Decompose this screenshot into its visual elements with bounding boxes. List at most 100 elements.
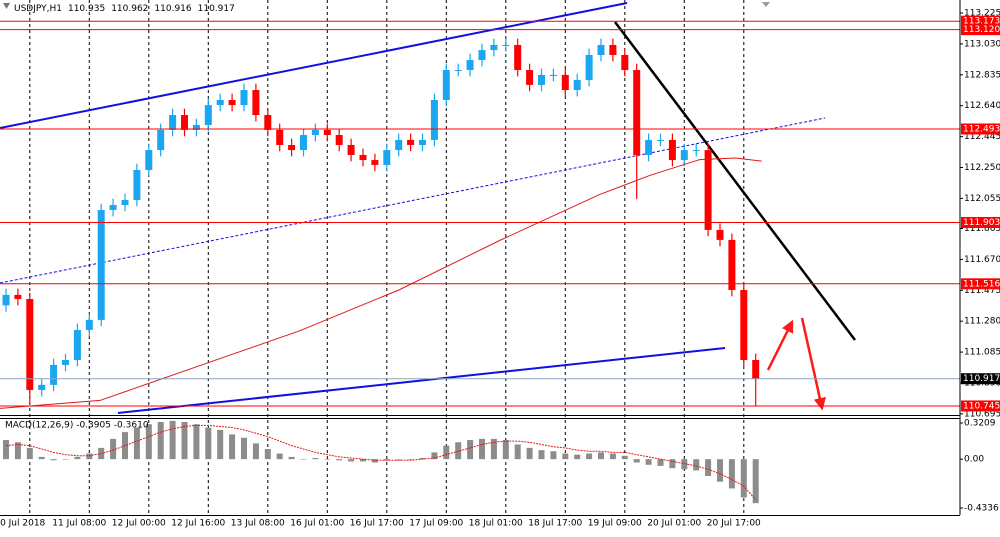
macd-bar xyxy=(360,459,366,462)
candle-body xyxy=(38,384,46,390)
candle-body xyxy=(300,135,307,151)
macd-bar xyxy=(336,459,343,461)
y-tick-label: 111.085 xyxy=(964,348,1000,358)
macd-bar xyxy=(467,440,474,460)
y-tick-label: 112.640 xyxy=(964,101,1000,111)
candle-body xyxy=(752,360,760,379)
macd-bar xyxy=(193,424,200,460)
macd-bar xyxy=(693,459,700,471)
macd-bar xyxy=(74,456,81,460)
y-tick-label: 111.475 xyxy=(964,286,1000,296)
candle-body xyxy=(657,139,664,141)
macd-bar xyxy=(740,459,747,498)
candle-body xyxy=(252,90,260,116)
arrow xyxy=(800,317,826,411)
y-tick-label: 112.250 xyxy=(964,163,1000,173)
macd-bar xyxy=(181,421,188,460)
y-tick-label: 112.445 xyxy=(964,132,1000,142)
candle-body xyxy=(276,129,284,145)
candle-body xyxy=(419,139,426,145)
macd-bar xyxy=(169,420,176,460)
x-tick-label: 19 Jul 09:00 xyxy=(588,519,642,529)
macd-bar xyxy=(50,459,57,461)
price-panel xyxy=(0,2,960,414)
price-level-label: 112.493 xyxy=(963,124,1000,134)
price-level-label: 110.745 xyxy=(963,401,1000,411)
current-price-tag xyxy=(961,373,1000,385)
candle-body xyxy=(549,74,557,76)
macd-bar xyxy=(550,451,557,460)
x-tick-label: 13 Jul 08:00 xyxy=(231,519,285,529)
macd-bar xyxy=(3,440,9,460)
candle-body xyxy=(538,74,545,85)
candle-body xyxy=(228,99,236,106)
macd-bar xyxy=(479,438,485,460)
macd-bar xyxy=(300,459,307,460)
y-tick-label: 112.055 xyxy=(964,194,1000,204)
price-level-tag xyxy=(961,15,1000,27)
candle-body xyxy=(454,70,462,72)
candle-body xyxy=(740,289,748,361)
y-tick-label: 112.835 xyxy=(964,70,1000,80)
candle-body xyxy=(383,150,391,165)
candle-body xyxy=(133,170,141,200)
candle-body xyxy=(359,154,367,161)
candle-body xyxy=(62,360,69,365)
macd-bar xyxy=(514,444,521,460)
macd-bar xyxy=(14,442,21,460)
price-level-label: 113.173 xyxy=(963,17,1000,27)
price-level-tag xyxy=(961,216,1000,228)
macd-bar xyxy=(264,449,271,460)
candle-body xyxy=(692,150,700,152)
price-level-label: 111.516 xyxy=(963,279,1000,289)
ohlc-value: 110.962 xyxy=(111,4,148,14)
price-level-tag xyxy=(961,278,1000,290)
candle-body xyxy=(288,144,296,151)
macd-bar xyxy=(705,459,712,477)
candle-body xyxy=(169,115,177,130)
macd-bar xyxy=(609,453,616,460)
macd-bar xyxy=(157,421,164,460)
macd-bar xyxy=(443,445,450,460)
candle-body xyxy=(121,199,129,206)
macd-bar xyxy=(621,455,628,460)
macd-bar xyxy=(419,458,426,460)
macd-bar xyxy=(241,437,247,460)
y-tick-label: 111.865 xyxy=(964,224,1000,234)
candle-body xyxy=(585,54,593,81)
y-tick-label: 111.670 xyxy=(964,255,1000,265)
macd-bar xyxy=(229,434,236,460)
macd-bar xyxy=(598,452,604,460)
ohlc-value: 110.917 xyxy=(198,4,235,14)
macd-bar xyxy=(669,459,676,469)
price-level-tag xyxy=(961,123,1000,135)
candle-body xyxy=(668,139,676,161)
macd-bar xyxy=(38,456,45,460)
x-tick-label: 16 Jul 17:00 xyxy=(350,519,404,529)
macd-bar xyxy=(633,459,640,463)
y-tick-label: 0.3209 xyxy=(964,419,996,429)
macd-bar xyxy=(288,456,295,460)
shift-marker xyxy=(762,2,770,7)
candle-body xyxy=(597,45,605,55)
ohlc-value: 110.935 xyxy=(68,4,105,14)
y-tick-label: 111.280 xyxy=(964,317,1000,327)
macd-panel xyxy=(3,420,759,504)
macd-bar xyxy=(752,459,759,504)
candle-body xyxy=(240,90,248,106)
x-tick-label: 11 Jul 08:00 xyxy=(52,519,106,529)
candle-body xyxy=(609,45,617,55)
x-tick-label: 12 Jul 00:00 xyxy=(112,519,166,529)
y-tick-label: 113.225 xyxy=(964,8,1000,18)
macd-bar xyxy=(728,459,735,489)
price-level-label: 111.903 xyxy=(963,218,1000,228)
candle-body xyxy=(264,115,272,130)
candle-body xyxy=(335,135,343,145)
macd-bar xyxy=(717,459,723,482)
candle-body xyxy=(157,129,165,151)
macd-bar xyxy=(324,459,331,460)
x-tick-label: 18 Jul 17:00 xyxy=(528,519,582,529)
trend-line xyxy=(0,117,826,284)
x-tick-label: 12 Jul 16:00 xyxy=(171,519,225,529)
